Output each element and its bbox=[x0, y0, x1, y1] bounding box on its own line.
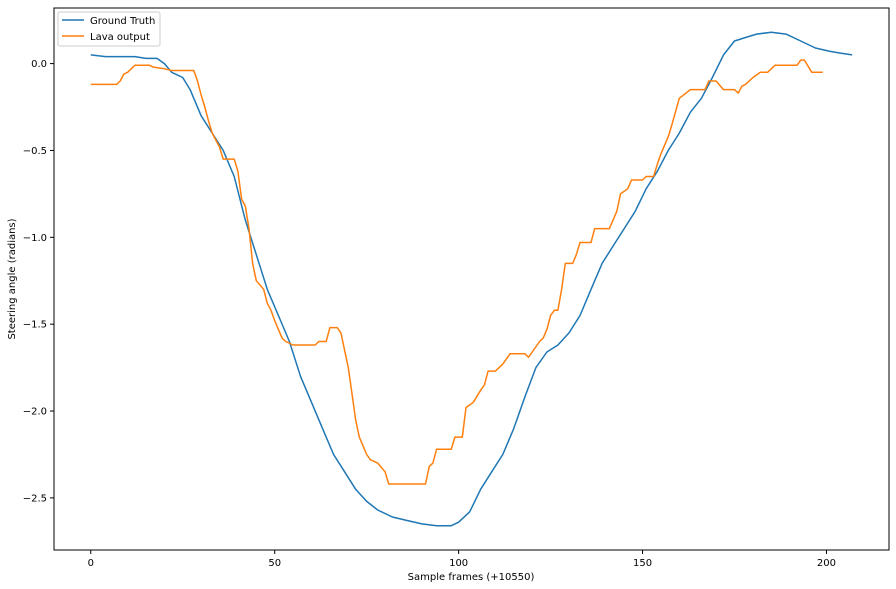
x-tick-label: 100 bbox=[449, 558, 468, 569]
y-tick-label: −0.5 bbox=[23, 146, 47, 157]
y-tick-label: −1.5 bbox=[23, 320, 47, 331]
x-tick-label: 200 bbox=[817, 558, 836, 569]
x-tick-label: 150 bbox=[633, 558, 652, 569]
y-tick-label: −1.0 bbox=[23, 233, 47, 244]
axes-frame bbox=[53, 7, 890, 551]
x-axis-ticks: 0 50 100 150 200 bbox=[88, 550, 836, 569]
axes-spines bbox=[53, 7, 890, 551]
series-line-lava-output bbox=[90, 59, 823, 485]
plot-area bbox=[53, 7, 890, 551]
series-layer bbox=[90, 31, 853, 527]
legend-label-lava-output: Lava output bbox=[90, 32, 150, 43]
legend-label-ground-truth: Ground Truth bbox=[90, 16, 155, 27]
y-tick-label: −2.0 bbox=[23, 407, 47, 418]
y-axis-label: Steering angle (radians) bbox=[7, 218, 18, 339]
legend: Ground Truth Lava output bbox=[57, 11, 161, 47]
y-tick-label: 0.0 bbox=[31, 59, 47, 70]
x-tick-label: 50 bbox=[268, 558, 281, 569]
y-tick-label: −2.5 bbox=[23, 493, 47, 504]
x-tick-label: 0 bbox=[88, 558, 94, 569]
x-axis-label: Sample frames (+10550) bbox=[408, 572, 535, 583]
y-axis-ticks: 0.0 −0.5 −1.0 −1.5 −2.0 −2.5 bbox=[23, 59, 54, 504]
